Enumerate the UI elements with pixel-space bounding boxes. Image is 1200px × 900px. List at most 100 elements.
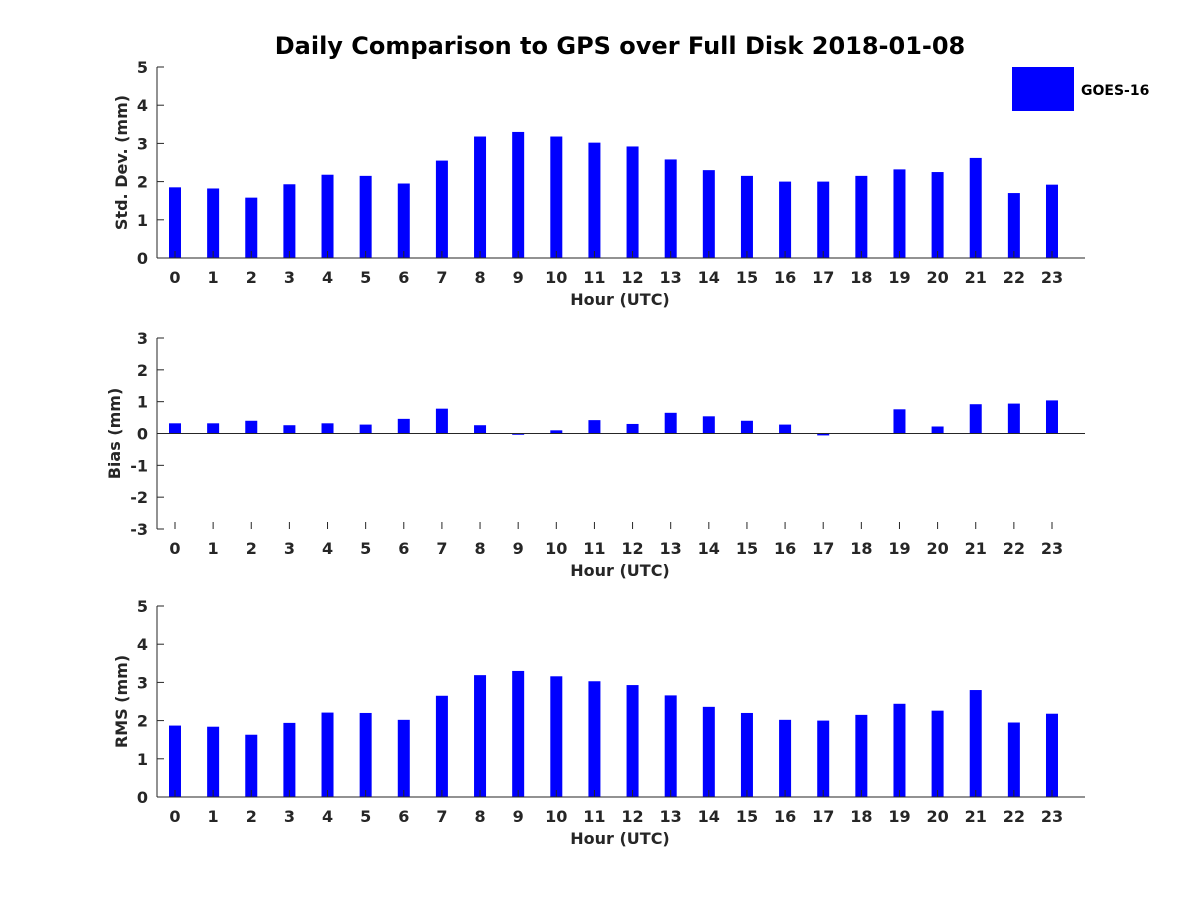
rms-x-tick-label: 1 — [208, 807, 219, 826]
bias-bar-hour-10 — [550, 430, 563, 434]
bias-x-tick-label: 5 — [360, 539, 371, 558]
std-dev-bar-hour-15 — [740, 175, 753, 258]
bias-bar-hour-22 — [1007, 403, 1020, 434]
std-dev-y-tick-label: 4 — [137, 96, 148, 115]
std-dev-bar-hour-8 — [474, 136, 487, 258]
rms-x-tick-label: 4 — [322, 807, 333, 826]
rms-bar-hour-3 — [283, 722, 296, 797]
rms-x-tick-label: 17 — [812, 807, 834, 826]
rms-bar-hour-1 — [207, 726, 220, 797]
legend-label: GOES-16 — [1081, 83, 1149, 99]
std-dev-x-tick-label: 3 — [284, 268, 295, 287]
bias-y-tick-label: 0 — [137, 425, 148, 444]
std-dev-x-tick-label: 5 — [360, 268, 371, 287]
std-dev-y-tick-label: 1 — [137, 211, 148, 230]
bias-bar-hour-13 — [664, 412, 677, 434]
bias-bar-hour-9 — [512, 433, 525, 435]
bias-bar-hour-23 — [1045, 400, 1058, 434]
bias-bar-hour-19 — [893, 409, 906, 434]
std-dev-x-tick-label: 10 — [545, 268, 567, 287]
bias-x-tick-label: 9 — [513, 539, 524, 558]
std-dev-x-tick-label: 12 — [621, 268, 643, 287]
bias-x-tick-label: 21 — [965, 539, 987, 558]
std-dev-bar-hour-11 — [588, 142, 601, 258]
bias-y-tick-label: 3 — [137, 329, 148, 348]
rms-x-tick-label: 9 — [513, 807, 524, 826]
std-dev-bar-hour-3 — [283, 184, 296, 258]
rms-bar-hour-5 — [359, 712, 372, 797]
bias-x-tick-label: 10 — [545, 539, 567, 558]
std-dev-bar-hour-21 — [969, 157, 982, 258]
rms-x-tick-label: 8 — [474, 807, 485, 826]
std-dev-bar-hour-23 — [1045, 184, 1058, 258]
bias-bar-hour-16 — [779, 424, 792, 434]
rms-x-tick-label: 20 — [926, 807, 948, 826]
bias-x-tick-label: 1 — [208, 539, 219, 558]
rms-bar-hour-2 — [245, 734, 258, 797]
std-dev-x-tick-label: 11 — [583, 268, 605, 287]
rms-bar-hour-12 — [626, 685, 639, 797]
std-dev-bar-hour-12 — [626, 146, 639, 258]
rms-y-tick-label: 3 — [137, 673, 148, 692]
rms-x-tick-label: 23 — [1041, 807, 1063, 826]
rms-bar-hour-16 — [779, 719, 792, 797]
rms-y-tick-label: 0 — [137, 788, 148, 807]
rms-bar-hour-9 — [512, 670, 525, 797]
bias-bar-hour-7 — [435, 408, 448, 434]
std-dev-bar-hour-16 — [779, 181, 792, 258]
bias-x-tick-label: 20 — [926, 539, 948, 558]
figure-title: Daily Comparison to GPS over Full Disk 2… — [275, 32, 966, 60]
bias-bar-hour-3 — [283, 425, 296, 434]
bias-x-tick-label: 4 — [322, 539, 333, 558]
rms-x-tick-label: 7 — [436, 807, 447, 826]
std-dev-x-tick-label: 4 — [322, 268, 333, 287]
rms-bar-hour-22 — [1007, 722, 1020, 797]
rms-bar-hour-8 — [474, 675, 487, 797]
std-dev-bar-hour-19 — [893, 169, 906, 258]
legend: GOES-16 — [1012, 67, 1149, 111]
std-dev-bar-hour-2 — [245, 197, 258, 258]
bias-y-axis-label: Bias (mm) — [105, 388, 124, 480]
bias-bar-hour-17 — [817, 433, 830, 436]
bias-bar-hour-12 — [626, 423, 639, 434]
rms-bar-hour-17 — [817, 720, 830, 797]
rms-x-tick-label: 3 — [284, 807, 295, 826]
std-dev-y-axis-label: Std. Dev. (mm) — [112, 95, 131, 230]
bias-x-tick-label: 23 — [1041, 539, 1063, 558]
bias-y-tick-label: -3 — [130, 520, 148, 539]
bias-bar-hour-8 — [474, 425, 487, 434]
std-dev-x-tick-label: 20 — [926, 268, 948, 287]
rms-bar-hour-20 — [931, 710, 944, 797]
bias-y-tick-label: 2 — [137, 361, 148, 380]
std-dev-bar-hour-18 — [855, 175, 868, 258]
bias-bar-hour-15 — [740, 420, 753, 434]
std-dev-x-tick-label: 9 — [513, 268, 524, 287]
rms-bar-hour-14 — [702, 706, 715, 797]
rms-y-tick-label: 4 — [137, 635, 148, 654]
std-dev-x-tick-label: 23 — [1041, 268, 1063, 287]
std-dev-y-tick-label: 0 — [137, 249, 148, 268]
rms-bar-hour-18 — [855, 714, 868, 797]
bias-bar-hour-5 — [359, 424, 372, 434]
rms-x-tick-label: 18 — [850, 807, 872, 826]
bias-bar-hour-11 — [588, 420, 601, 434]
bias-bar-hour-4 — [321, 423, 334, 434]
std-dev-y-tick-label: 3 — [137, 134, 148, 153]
rms-bar-hour-10 — [550, 676, 563, 797]
bias-bar-hour-14 — [702, 416, 715, 434]
std-dev-y-tick-label: 2 — [137, 173, 148, 192]
std-dev-x-tick-label: 6 — [398, 268, 409, 287]
bias-bar-hour-21 — [969, 404, 982, 434]
rms-bar-hour-19 — [893, 703, 906, 797]
std-dev-bar-hour-14 — [702, 170, 715, 258]
rms-y-tick-label: 5 — [137, 597, 148, 616]
bias-x-tick-label: 17 — [812, 539, 834, 558]
bias-x-tick-label: 12 — [621, 539, 643, 558]
bias-x-tick-label: 16 — [774, 539, 796, 558]
rms-bar-hour-6 — [397, 719, 410, 797]
rms-x-tick-label: 5 — [360, 807, 371, 826]
bias-x-tick-label: 19 — [888, 539, 910, 558]
